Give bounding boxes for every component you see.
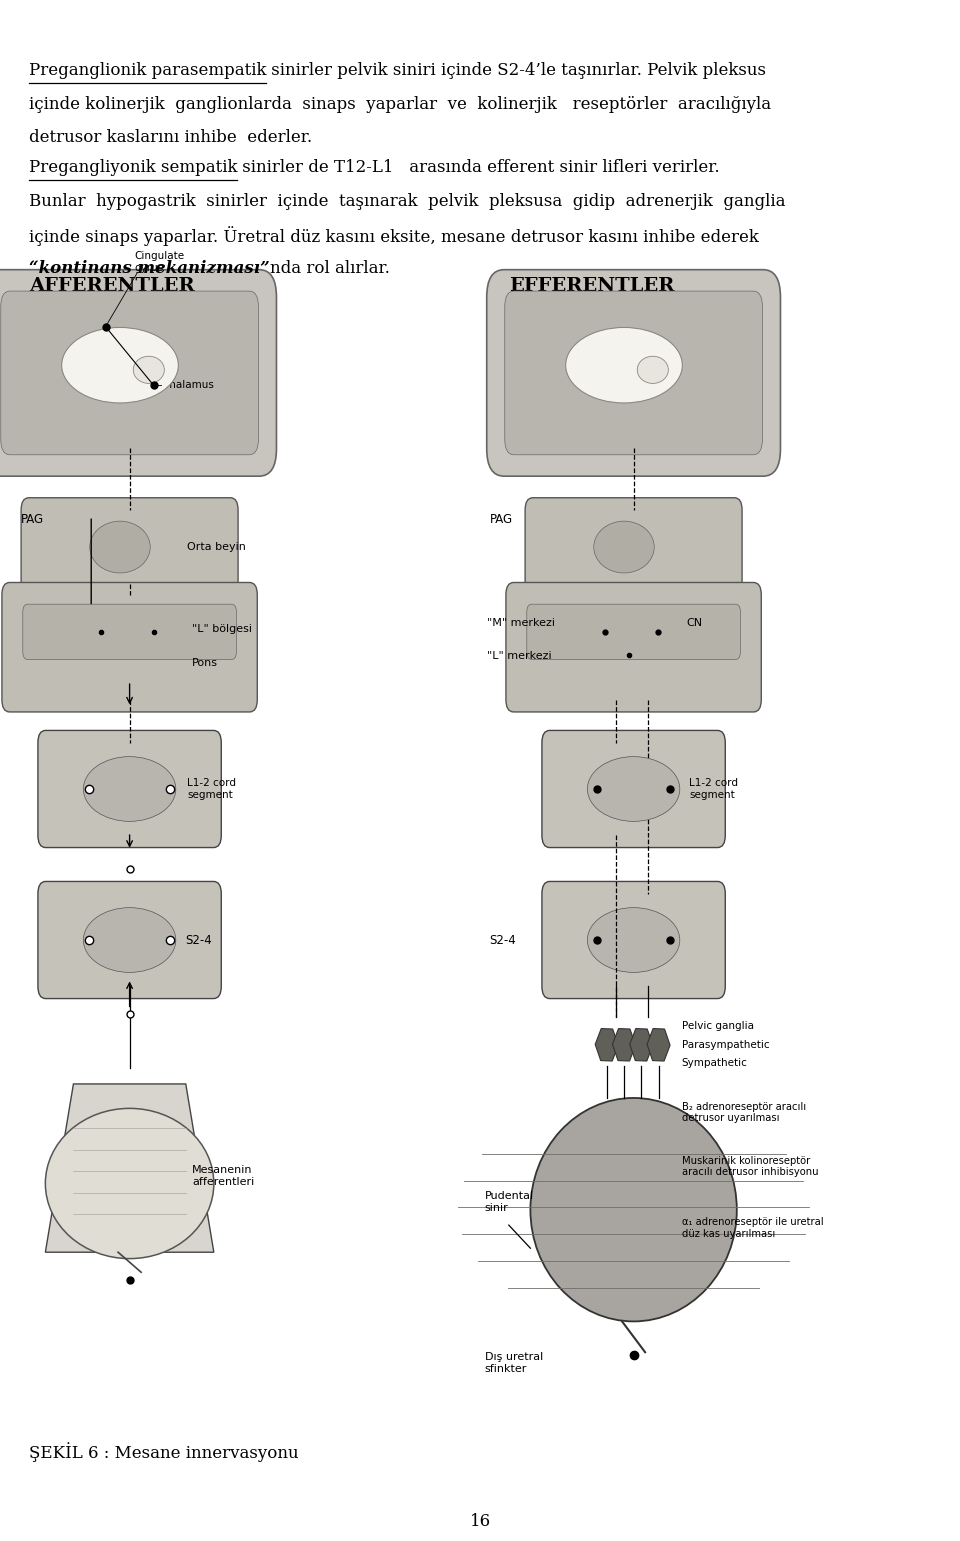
Text: nda rol alırlar.: nda rol alırlar. — [270, 260, 390, 277]
Ellipse shape — [133, 356, 164, 384]
Text: Preganglionik parasempatik: Preganglionik parasempatik — [29, 62, 266, 79]
FancyBboxPatch shape — [1, 291, 258, 455]
Ellipse shape — [588, 908, 680, 972]
Text: PAG: PAG — [21, 513, 44, 525]
FancyBboxPatch shape — [506, 582, 761, 712]
Ellipse shape — [84, 757, 176, 821]
Text: Cingulate
gyrus: Cingulate gyrus — [134, 251, 184, 273]
Text: sinirler pelvik siniri içinde S2-4’le taşınırlar. Pelvik pleksus: sinirler pelvik siniri içinde S2-4’le ta… — [266, 62, 766, 79]
Text: Mesanenin
afferentleri: Mesanenin afferentleri — [192, 1165, 254, 1187]
Text: Pelvic ganglia: Pelvic ganglia — [682, 1022, 754, 1031]
Text: CN: CN — [686, 618, 703, 627]
FancyBboxPatch shape — [505, 291, 762, 455]
Ellipse shape — [593, 521, 655, 573]
Ellipse shape — [61, 327, 179, 402]
Text: S2-4: S2-4 — [185, 934, 212, 946]
FancyBboxPatch shape — [38, 730, 221, 848]
Text: Parasympathetic: Parasympathetic — [682, 1040, 769, 1049]
Ellipse shape — [637, 356, 668, 384]
Text: B₂ adrenoreseptör aracılı
detrusor uyarılması: B₂ adrenoreseptör aracılı detrusor uyarı… — [682, 1102, 805, 1123]
Text: α₁ adrenoreseptör ile uretral
düz kas uyarılması: α₁ adrenoreseptör ile uretral düz kas uy… — [682, 1217, 824, 1239]
Text: AFFERENTLER: AFFERENTLER — [29, 277, 195, 296]
Text: detrusor kaslarını inhibe  ederler.: detrusor kaslarını inhibe ederler. — [29, 129, 312, 146]
Text: içinde sinaps yaparlar. Üretral düz kasını eksite, mesane detrusor kasını inhibe: içinde sinaps yaparlar. Üretral düz kası… — [29, 227, 758, 247]
Text: Pudental
sinir: Pudental sinir — [485, 1191, 534, 1213]
Polygon shape — [45, 1083, 214, 1253]
Ellipse shape — [84, 908, 176, 972]
Text: EFFERENTLER: EFFERENTLER — [509, 277, 674, 296]
Ellipse shape — [45, 1108, 214, 1259]
FancyBboxPatch shape — [541, 881, 726, 999]
Text: Muskarinik kolinoreseptör
aracılı detrusor inhibisyonu: Muskarinik kolinoreseptör aracılı detrus… — [682, 1156, 818, 1177]
Text: Pregangliyonik sempatik: Pregangliyonik sempatik — [29, 159, 237, 176]
FancyBboxPatch shape — [541, 730, 726, 848]
Ellipse shape — [588, 757, 680, 821]
Text: L1-2 cord
segment: L1-2 cord segment — [689, 778, 738, 800]
FancyBboxPatch shape — [38, 881, 221, 999]
FancyBboxPatch shape — [487, 270, 780, 476]
Text: "L" merkezi: "L" merkezi — [487, 652, 551, 661]
Text: L1-2 cord
segment: L1-2 cord segment — [187, 778, 236, 800]
Text: Sympathetic: Sympathetic — [682, 1059, 748, 1068]
FancyBboxPatch shape — [23, 604, 236, 660]
Text: PAG: PAG — [490, 513, 513, 525]
Text: Thalamus: Thalamus — [163, 381, 214, 390]
FancyBboxPatch shape — [525, 498, 742, 596]
FancyBboxPatch shape — [527, 604, 740, 660]
Text: S2-4: S2-4 — [490, 934, 516, 946]
Text: ŞEKİL 6 : Mesane innervasyonu: ŞEKİL 6 : Mesane innervasyonu — [29, 1442, 299, 1462]
FancyBboxPatch shape — [0, 270, 276, 476]
Ellipse shape — [565, 327, 683, 402]
Ellipse shape — [89, 521, 150, 573]
Text: içinde kolinerjik  ganglionlarda  sinaps  yaparlar  ve  kolinerjik   reseptörler: içinde kolinerjik ganglionlarda sinaps y… — [29, 96, 771, 112]
Text: "L" bölgesi: "L" bölgesi — [192, 624, 252, 633]
Ellipse shape — [530, 1097, 737, 1322]
Text: Orta beyin: Orta beyin — [187, 542, 246, 552]
Text: Bunlar  hypogastrik  sinirler  içinde  taşınarak  pelvik  pleksusa  gidip  adren: Bunlar hypogastrik sinirler içinde taşın… — [29, 193, 785, 210]
Text: 16: 16 — [469, 1513, 491, 1530]
FancyBboxPatch shape — [2, 582, 257, 712]
Text: "M" merkezi: "M" merkezi — [487, 618, 555, 627]
Text: Pons: Pons — [192, 658, 218, 667]
Text: “kontinans mekanizması”: “kontinans mekanizması” — [29, 260, 270, 277]
Text: Dış uretral
sfinkter: Dış uretral sfinkter — [485, 1353, 543, 1375]
FancyBboxPatch shape — [21, 498, 238, 596]
Text: sinirler de T12-L1   arasında efferent sinir lifleri verirler.: sinirler de T12-L1 arasında efferent sin… — [237, 159, 720, 176]
